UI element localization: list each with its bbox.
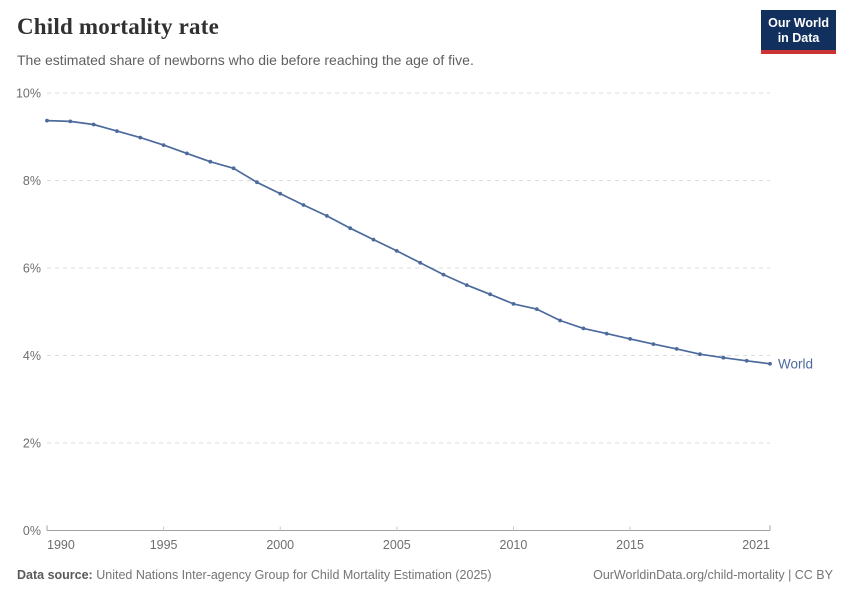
series-line-world bbox=[46, 119, 771, 365]
series-end-label: World bbox=[778, 356, 813, 371]
data-point bbox=[255, 180, 259, 185]
data-point bbox=[185, 151, 189, 156]
data-point bbox=[91, 122, 96, 127]
data-source-note: Data source: United Nations Inter-agency… bbox=[17, 568, 492, 582]
y-tick-label: 6% bbox=[23, 262, 41, 276]
data-point bbox=[534, 307, 539, 311]
data-point bbox=[138, 135, 143, 140]
data-point bbox=[418, 260, 423, 265]
data-point bbox=[651, 342, 656, 346]
data-point bbox=[325, 214, 329, 218]
y-tick-label: 4% bbox=[23, 349, 41, 363]
x-tick-label: 2005 bbox=[383, 538, 411, 552]
y-tick-label: 2% bbox=[23, 437, 41, 451]
data-source-label: Data source: bbox=[17, 568, 93, 582]
data-point bbox=[721, 355, 726, 360]
data-point bbox=[511, 302, 516, 306]
data-point bbox=[115, 129, 119, 134]
data-point bbox=[628, 337, 632, 341]
data-point bbox=[441, 272, 446, 277]
data-point bbox=[558, 318, 562, 323]
page-subtitle: The estimated share of newborns who die … bbox=[17, 52, 474, 68]
data-point bbox=[301, 203, 306, 207]
data-point bbox=[348, 226, 353, 231]
owid-logo-line2: in Data bbox=[777, 30, 820, 45]
data-point bbox=[698, 352, 702, 357]
x-tick-label: 1990 bbox=[47, 538, 75, 552]
x-tick-label: 2000 bbox=[266, 538, 294, 552]
x-tick-label: 2021 bbox=[742, 538, 770, 552]
data-point bbox=[581, 326, 586, 331]
data-point bbox=[674, 347, 679, 351]
owid-url-link[interactable]: OurWorldinData.org/child-mortality | CC … bbox=[593, 568, 833, 582]
data-point bbox=[161, 143, 166, 148]
data-point bbox=[488, 292, 492, 297]
owid-logo-line1: Our World bbox=[768, 16, 829, 30]
data-source-text: United Nations Inter-agency Group for Ch… bbox=[96, 568, 492, 582]
y-tick-label: 0% bbox=[23, 524, 41, 538]
data-point bbox=[464, 283, 469, 287]
data-point bbox=[45, 118, 49, 123]
chart-footer: Data source: United Nations Inter-agency… bbox=[0, 568, 850, 582]
data-point bbox=[394, 249, 399, 253]
data-point bbox=[371, 237, 376, 242]
data-point bbox=[231, 166, 236, 171]
y-tick-label: 10% bbox=[16, 87, 41, 101]
data-point bbox=[208, 159, 213, 164]
owid-logo[interactable]: Our World in Data bbox=[761, 10, 836, 54]
x-tick-label: 2010 bbox=[500, 538, 528, 552]
data-point bbox=[68, 119, 73, 124]
x-tick-label: 1995 bbox=[150, 538, 178, 552]
x-tick-label: 2015 bbox=[616, 538, 644, 552]
y-tick-label: 8% bbox=[23, 174, 41, 188]
data-point bbox=[744, 358, 749, 363]
data-point bbox=[278, 191, 283, 196]
data-point bbox=[768, 361, 772, 366]
page-title: Child mortality rate bbox=[17, 14, 220, 39]
data-point bbox=[604, 331, 609, 336]
